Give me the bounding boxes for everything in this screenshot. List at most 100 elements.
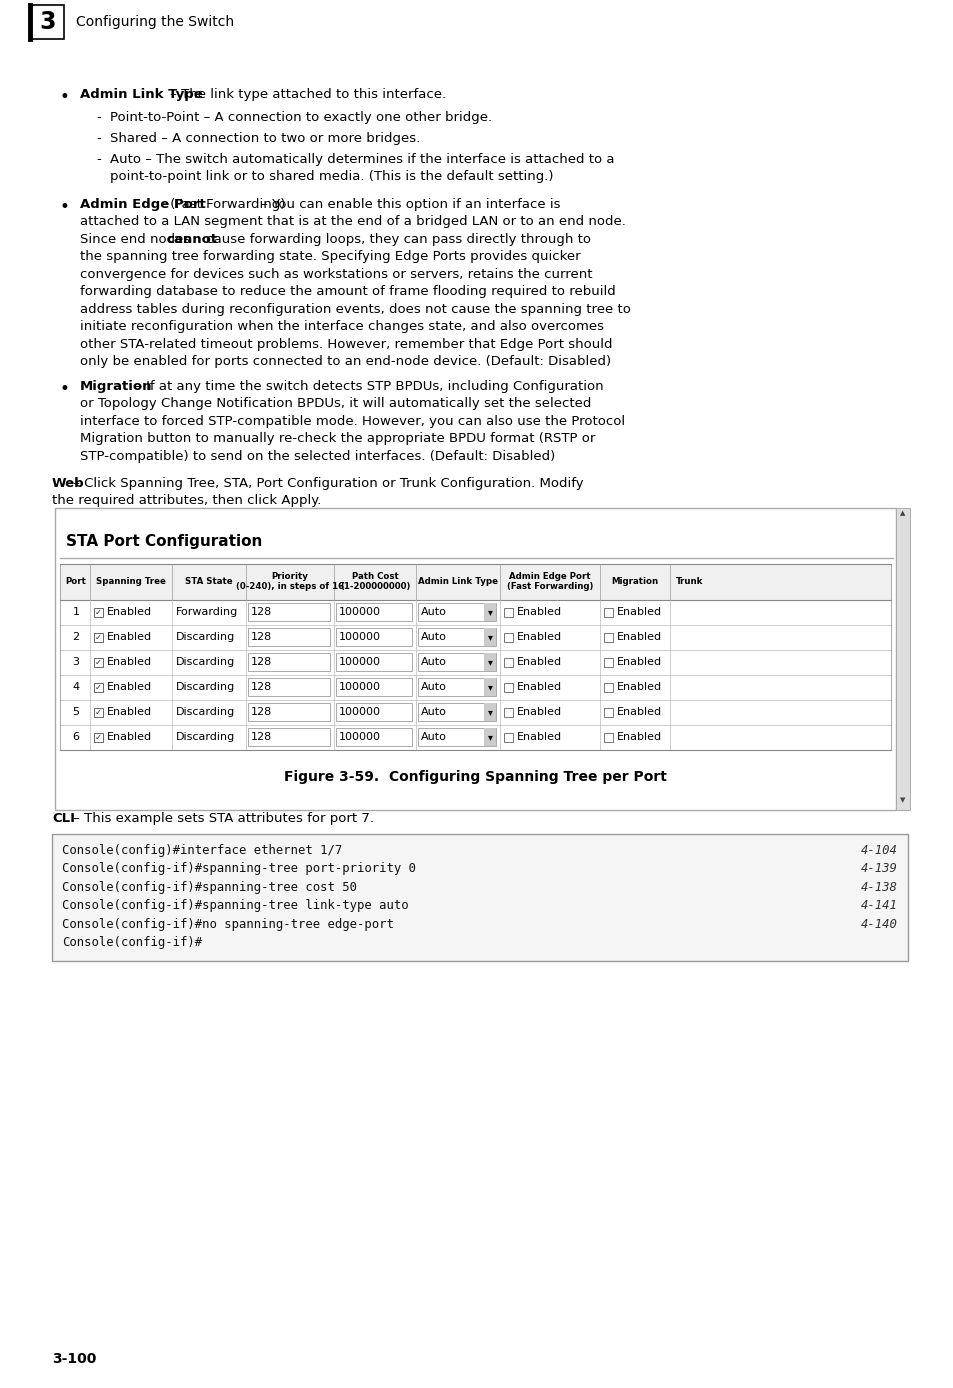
Text: -: - bbox=[96, 132, 101, 144]
Text: 4: 4 bbox=[72, 682, 79, 693]
Text: Console(config-if)#no spanning-tree edge-port: Console(config-if)#no spanning-tree edge… bbox=[62, 917, 394, 930]
Text: 128: 128 bbox=[251, 657, 272, 668]
Text: -: - bbox=[96, 153, 101, 165]
Bar bbox=[94, 708, 103, 718]
Text: Enabled: Enabled bbox=[617, 682, 661, 693]
Text: point-to-point link or to shared media. (This is the default setting.): point-to-point link or to shared media. … bbox=[110, 171, 553, 183]
Text: CLI: CLI bbox=[52, 812, 75, 824]
Text: ✓: ✓ bbox=[95, 633, 102, 641]
Text: ▲: ▲ bbox=[900, 511, 904, 516]
Bar bbox=[503, 608, 513, 618]
Text: 3-100: 3-100 bbox=[52, 1352, 96, 1366]
Text: only be enabled for ports connected to an end-node device. (Default: Disabled): only be enabled for ports connected to a… bbox=[80, 355, 611, 368]
Bar bbox=[335, 704, 412, 722]
Bar bbox=[417, 679, 496, 697]
Text: Enabled: Enabled bbox=[107, 657, 152, 668]
Text: cause forwarding loops, they can pass directly through to: cause forwarding loops, they can pass di… bbox=[202, 233, 591, 246]
Bar bbox=[94, 633, 103, 643]
Text: forwarding database to reduce the amount of frame flooding required to rebuild: forwarding database to reduce the amount… bbox=[80, 286, 615, 298]
Bar bbox=[483, 654, 496, 672]
Text: Enabled: Enabled bbox=[617, 632, 661, 643]
Text: 6: 6 bbox=[72, 731, 79, 743]
Text: Enabled: Enabled bbox=[517, 632, 561, 643]
Text: Migration button to manually re-check the appropriate BPDU format (RSTP or: Migration button to manually re-check th… bbox=[80, 432, 595, 446]
Bar bbox=[335, 604, 412, 620]
Text: Console(config-if)#spanning-tree link-type auto: Console(config-if)#spanning-tree link-ty… bbox=[62, 899, 408, 912]
Text: 4-138: 4-138 bbox=[861, 880, 897, 894]
Bar bbox=[55, 508, 895, 809]
Text: Console(config-if)#spanning-tree port-priority 0: Console(config-if)#spanning-tree port-pr… bbox=[62, 862, 416, 874]
Text: STA Port Configuration: STA Port Configuration bbox=[66, 533, 262, 548]
Text: 5: 5 bbox=[72, 706, 79, 718]
Text: ✓: ✓ bbox=[95, 708, 102, 716]
Text: Enabled: Enabled bbox=[107, 632, 152, 643]
Bar bbox=[248, 704, 330, 722]
Text: – If at any time the switch detects STP BPDUs, including Configuration: – If at any time the switch detects STP … bbox=[132, 380, 603, 393]
Bar bbox=[603, 658, 613, 668]
Bar bbox=[335, 629, 412, 647]
Text: STP-compatible) to send on the selected interfaces. (Default: Disabled): STP-compatible) to send on the selected … bbox=[80, 450, 555, 462]
Text: Console(config)#interface ethernet 1/7: Console(config)#interface ethernet 1/7 bbox=[62, 844, 342, 856]
Text: 4-140: 4-140 bbox=[861, 917, 897, 930]
Text: – Click Spanning Tree, STA, Port Configuration or Trunk Configuration. Modify: – Click Spanning Tree, STA, Port Configu… bbox=[69, 477, 583, 490]
Bar bbox=[335, 679, 412, 697]
Text: or Topology Change Notification BPDUs, it will automatically set the selected: or Topology Change Notification BPDUs, i… bbox=[80, 397, 591, 411]
Bar bbox=[417, 654, 496, 672]
Bar bbox=[503, 683, 513, 693]
Text: ▾: ▾ bbox=[487, 731, 492, 743]
Bar bbox=[503, 708, 513, 718]
Text: Enabled: Enabled bbox=[517, 706, 561, 718]
Text: ✓: ✓ bbox=[95, 658, 102, 666]
Text: Console(config-if)#: Console(config-if)# bbox=[62, 936, 202, 949]
Text: Auto: Auto bbox=[420, 731, 446, 743]
Bar bbox=[417, 729, 496, 747]
Bar bbox=[335, 654, 412, 672]
Text: Point-to-Point – A connection to exactly one other bridge.: Point-to-Point – A connection to exactly… bbox=[110, 111, 492, 124]
Text: 100000: 100000 bbox=[338, 731, 380, 743]
Text: Spanning Tree: Spanning Tree bbox=[96, 577, 166, 586]
Text: STA State: STA State bbox=[185, 577, 233, 586]
Bar bbox=[483, 604, 496, 620]
Text: Enabled: Enabled bbox=[107, 682, 152, 693]
Text: •: • bbox=[60, 380, 70, 398]
Text: Web: Web bbox=[52, 477, 85, 490]
Bar bbox=[483, 629, 496, 647]
Text: 2: 2 bbox=[72, 632, 79, 643]
Text: Auto – The switch automatically determines if the interface is attached to a: Auto – The switch automatically determin… bbox=[110, 153, 614, 165]
Bar bbox=[248, 729, 330, 747]
Text: interface to forced STP-compatible mode. However, you can also use the Protocol: interface to forced STP-compatible mode.… bbox=[80, 415, 624, 428]
Bar bbox=[52, 834, 907, 960]
Bar bbox=[335, 729, 412, 747]
Text: Since end nodes: Since end nodes bbox=[80, 233, 194, 246]
Bar bbox=[30, 6, 64, 39]
Text: – This example sets STA attributes for port 7.: – This example sets STA attributes for p… bbox=[69, 812, 374, 824]
Bar bbox=[603, 683, 613, 693]
Text: Auto: Auto bbox=[420, 657, 446, 668]
Text: ✓: ✓ bbox=[95, 733, 102, 741]
Text: Enabled: Enabled bbox=[107, 731, 152, 743]
Bar bbox=[603, 733, 613, 743]
Text: Enabled: Enabled bbox=[107, 607, 152, 618]
Text: Enabled: Enabled bbox=[107, 706, 152, 718]
Text: the required attributes, then click Apply.: the required attributes, then click Appl… bbox=[52, 494, 321, 508]
Text: Auto: Auto bbox=[420, 607, 446, 618]
Text: 100000: 100000 bbox=[338, 632, 380, 643]
Text: address tables during reconfiguration events, does not cause the spanning tree t: address tables during reconfiguration ev… bbox=[80, 303, 630, 315]
Text: Admin Edge Port
(Fast Forwarding): Admin Edge Port (Fast Forwarding) bbox=[506, 572, 593, 591]
Text: 3: 3 bbox=[72, 657, 79, 668]
Text: 128: 128 bbox=[251, 706, 272, 718]
Text: ✓: ✓ bbox=[95, 683, 102, 691]
Bar bbox=[248, 654, 330, 672]
Text: ▾: ▾ bbox=[487, 632, 492, 643]
Text: 100000: 100000 bbox=[338, 706, 380, 718]
Text: Migration: Migration bbox=[80, 380, 152, 393]
Text: 100000: 100000 bbox=[338, 682, 380, 693]
Bar bbox=[248, 604, 330, 620]
Bar bbox=[603, 708, 613, 718]
Text: Enabled: Enabled bbox=[517, 607, 561, 618]
Text: convergence for devices such as workstations or servers, retains the current: convergence for devices such as workstat… bbox=[80, 268, 592, 280]
Bar bbox=[60, 564, 890, 600]
Text: Auto: Auto bbox=[420, 682, 446, 693]
Text: ✓: ✓ bbox=[95, 608, 102, 616]
Text: Enabled: Enabled bbox=[517, 731, 561, 743]
